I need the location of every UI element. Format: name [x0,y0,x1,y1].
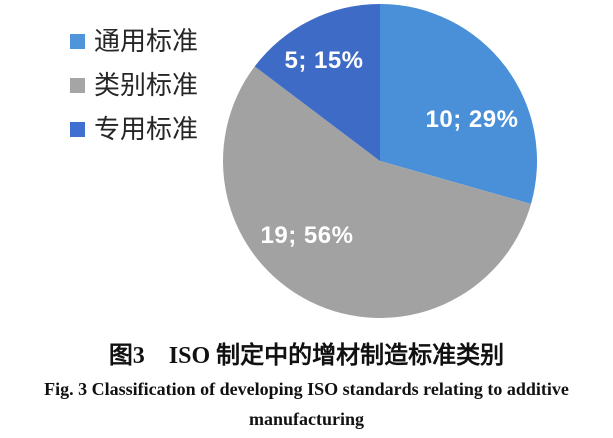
legend-swatch-icon [70,77,85,93]
legend-item-label: 通用标准 [94,26,199,56]
pie-svg [223,4,538,318]
legend-item-label: 类别标准 [94,70,199,100]
pie-slice-label-category: 19; 56% [260,222,354,249]
legend-swatch-icon [70,33,85,49]
pie-slice-2 [254,4,380,161]
pie-slice-0 [380,4,538,204]
legend-item-special-standards: 专用标准 [70,114,198,144]
caption-english-line1: Fig. 3 Classification of developing ISO … [44,379,569,399]
pie-slice-1 [223,66,532,318]
caption-english-line2: manufacturing [248,409,364,429]
legend-item-label: 专用标准 [94,114,199,144]
caption-chinese: 图3 ISO 制定中的增材制造标准类别 [108,343,505,369]
legend-item-general-standards: 通用标准 [70,26,198,56]
legend-item-category-standards: 类别标准 [70,70,198,100]
pie-slice-label-general: 10; 29% [425,106,519,133]
pie-legend: 通用标准 类别标准 专用标准 [70,26,198,158]
pie-slice-label-special: 5; 15% [284,47,364,74]
pie-chart [223,4,538,318]
legend-swatch-icon [70,121,85,137]
